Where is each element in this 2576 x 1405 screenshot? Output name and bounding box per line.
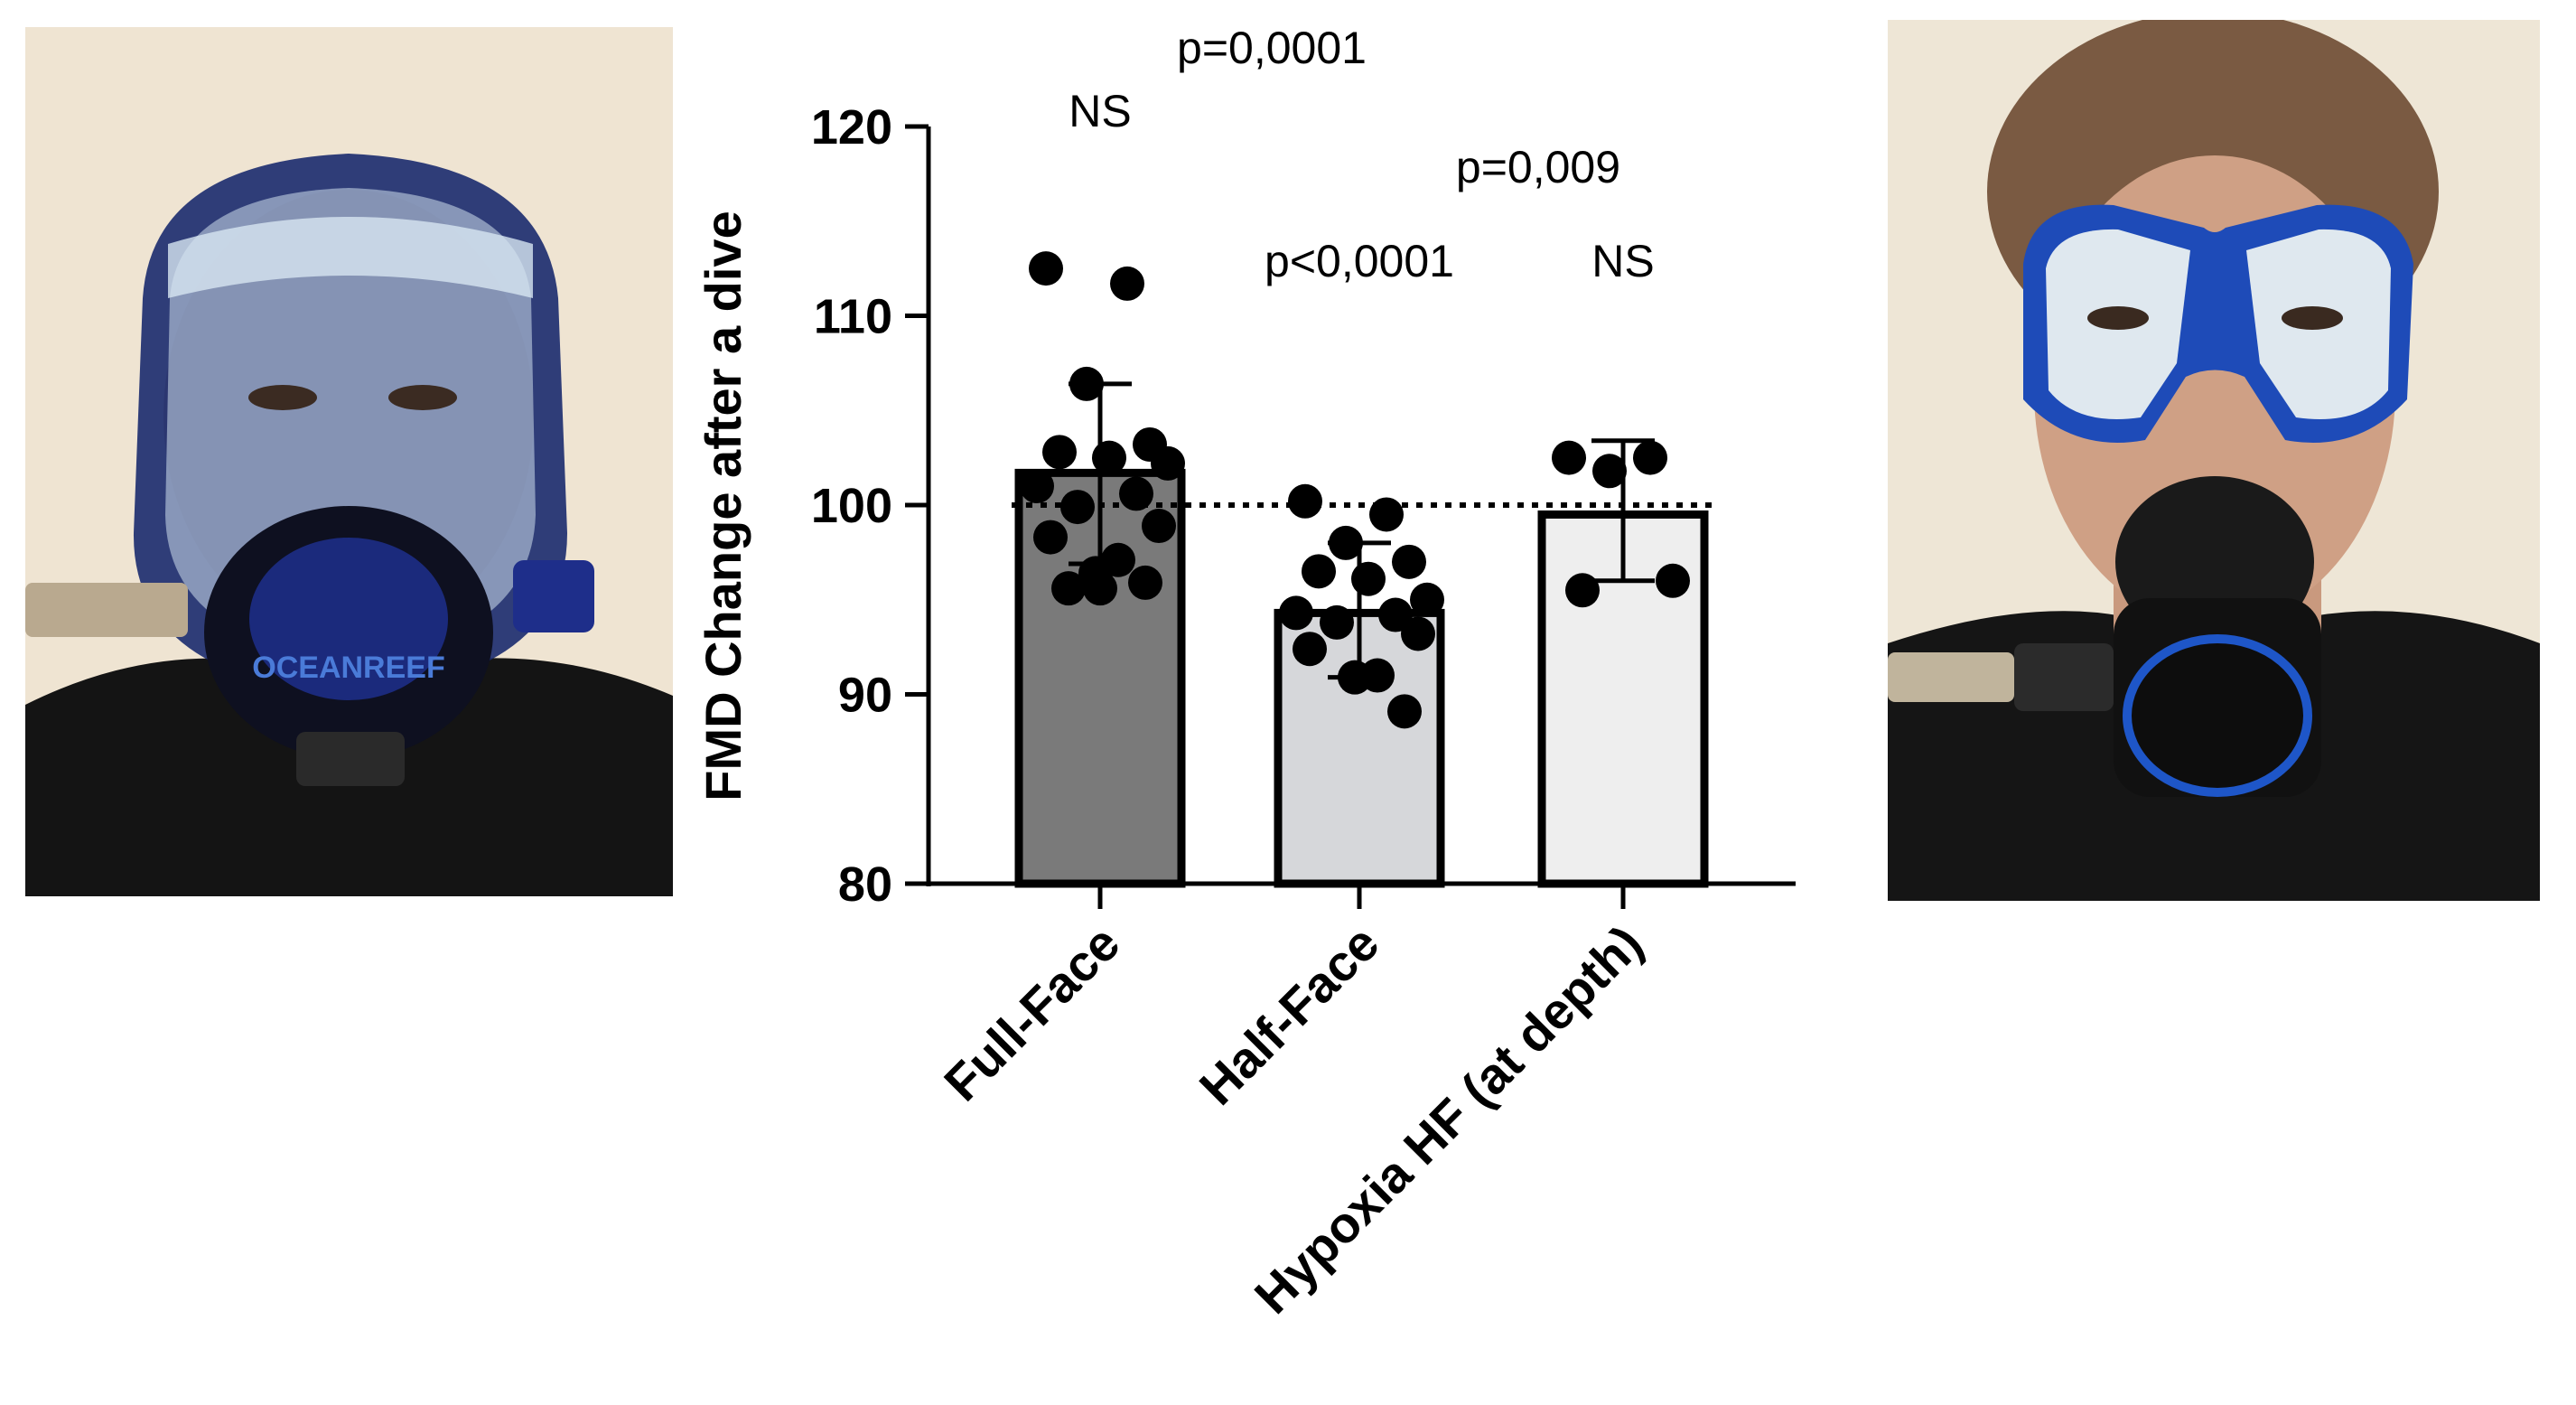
annotation-hf-vs-hypoxia-p: p=0,009 <box>1456 142 1620 192</box>
annotation-half-face-p: p<0,0001 <box>1265 236 1454 286</box>
y-tick-label-0: 80 <box>838 857 892 912</box>
y-tick-label-4: 120 <box>811 100 892 155</box>
data-point-0-5 <box>1092 440 1126 475</box>
data-point-0-15 <box>1051 571 1086 606</box>
y-axis-title: FMD Change after a dive <box>695 211 751 801</box>
data-point-0-2 <box>1069 366 1104 401</box>
data-point-2-2 <box>1592 454 1627 489</box>
data-point-1-11 <box>1293 632 1327 667</box>
data-point-1-14 <box>1387 694 1422 729</box>
data-point-0-8 <box>1119 476 1153 511</box>
data-point-1-13 <box>1338 660 1372 695</box>
svg-text:OCEANREEF: OCEANREEF <box>252 651 444 685</box>
annotation-ff-vs-hf-p: p=0,0001 <box>1177 23 1367 73</box>
data-point-0-10 <box>1142 509 1176 544</box>
data-point-1-6 <box>1410 582 1444 617</box>
x-category-label-0: Full-Face <box>933 914 1130 1111</box>
y-tick-label-1: 90 <box>838 669 892 723</box>
data-point-1-2 <box>1329 525 1363 560</box>
data-point-2-3 <box>1656 563 1690 598</box>
annotation-hypoxia-ns: NS <box>1591 236 1654 286</box>
data-point-2-1 <box>1633 440 1667 475</box>
data-point-2-4 <box>1565 573 1600 608</box>
data-point-0-4 <box>1042 435 1077 470</box>
full-face-mask-photo: OCEANREEF <box>25 27 673 896</box>
data-point-1-1 <box>1369 497 1404 532</box>
data-point-1-4 <box>1302 554 1336 589</box>
y-tick-label-3: 110 <box>814 290 892 344</box>
data-point-0-9 <box>1060 490 1095 525</box>
data-point-1-5 <box>1351 561 1386 596</box>
data-point-0-1 <box>1110 266 1144 301</box>
half-face-mask-photo <box>1888 20 2540 901</box>
annotation-full-face-ns: NS <box>1069 86 1131 136</box>
data-point-0-0 <box>1029 251 1063 286</box>
x-category-label-1: Half-Face <box>1189 914 1390 1116</box>
data-point-1-3 <box>1392 544 1426 579</box>
data-point-0-11 <box>1033 520 1068 555</box>
data-point-1-10 <box>1401 616 1435 651</box>
data-point-1-0 <box>1288 483 1322 519</box>
data-point-0-6 <box>1151 445 1185 481</box>
data-point-1-9 <box>1320 604 1354 640</box>
data-point-0-7 <box>1020 469 1054 504</box>
data-point-2-0 <box>1552 440 1586 475</box>
data-point-1-7 <box>1279 595 1313 631</box>
data-point-0-16 <box>1083 571 1117 606</box>
data-point-1-8 <box>1378 597 1413 632</box>
data-point-0-14 <box>1128 565 1162 600</box>
y-tick-label-2: 100 <box>811 479 892 533</box>
